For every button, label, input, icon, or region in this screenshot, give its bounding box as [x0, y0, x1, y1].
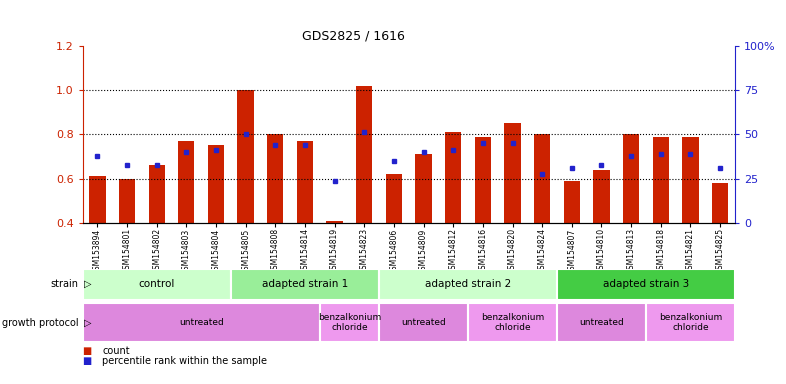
Bar [320, 303, 379, 342]
Bar [379, 269, 557, 300]
Bar [297, 141, 313, 223]
Text: ▷: ▷ [84, 279, 92, 289]
Bar [564, 181, 580, 223]
Bar [593, 170, 610, 223]
Bar [83, 303, 320, 342]
Text: benzalkonium
chloride: benzalkonium chloride [481, 313, 544, 332]
Text: ▷: ▷ [84, 318, 92, 328]
Bar [83, 269, 231, 300]
Bar [445, 132, 461, 223]
Bar [534, 134, 550, 223]
Bar [119, 179, 135, 223]
Bar [149, 165, 165, 223]
Text: ■: ■ [83, 346, 92, 356]
Text: growth protocol: growth protocol [2, 318, 79, 328]
Bar [379, 303, 468, 342]
Text: adapted strain 1: adapted strain 1 [262, 279, 348, 289]
Bar [356, 86, 373, 223]
Bar [237, 90, 254, 223]
Text: benzalkonium
chloride: benzalkonium chloride [318, 313, 381, 332]
Text: adapted strain 2: adapted strain 2 [425, 279, 511, 289]
Bar [386, 174, 402, 223]
Text: strain: strain [50, 279, 79, 289]
Text: ■: ■ [83, 356, 92, 366]
Bar [178, 141, 194, 223]
Bar [682, 137, 699, 223]
Text: untreated: untreated [178, 318, 223, 327]
Text: control: control [138, 279, 174, 289]
Bar [468, 303, 557, 342]
Bar [231, 269, 379, 300]
Text: percentile rank within the sample: percentile rank within the sample [102, 356, 267, 366]
Text: benzalkonium
chloride: benzalkonium chloride [659, 313, 722, 332]
Text: GDS2825 / 1616: GDS2825 / 1616 [303, 29, 405, 42]
Bar [208, 146, 224, 223]
Bar [652, 137, 669, 223]
Bar [646, 303, 735, 342]
Text: count: count [102, 346, 130, 356]
Bar [557, 303, 646, 342]
Bar [267, 134, 284, 223]
Bar [505, 123, 520, 223]
Bar [89, 176, 105, 223]
Bar [415, 154, 432, 223]
Text: untreated: untreated [401, 318, 446, 327]
Text: untreated: untreated [579, 318, 624, 327]
Bar [326, 220, 343, 223]
Text: adapted strain 3: adapted strain 3 [603, 279, 689, 289]
Bar [623, 134, 639, 223]
Bar [712, 183, 729, 223]
Bar [557, 269, 735, 300]
Bar [475, 137, 491, 223]
